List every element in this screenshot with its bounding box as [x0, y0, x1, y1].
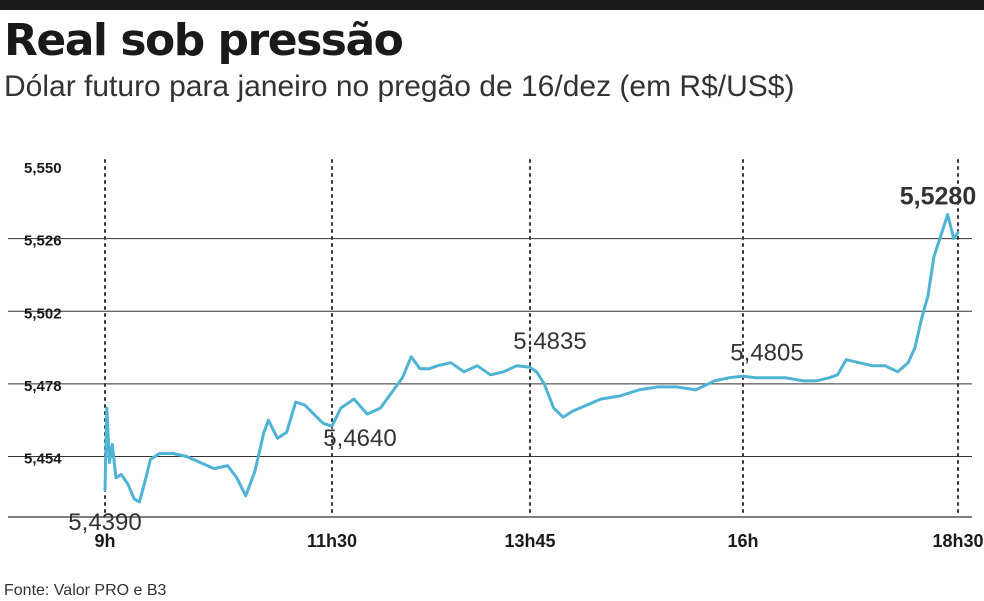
- y-tick-label: 5,550: [24, 160, 62, 177]
- line-chart: 5,550 5,526 5,502 5,478 5,454 9h 11h30 13h45 16…: [8, 159, 984, 551]
- x-tick-label: 11h30: [307, 531, 357, 551]
- x-tick-labels: 9h 11h30 13h45 16h 18h30: [94, 531, 983, 551]
- top-rule: [0, 0, 984, 10]
- data-label: 5,4640: [323, 425, 396, 452]
- y-tick-label: 5,502: [24, 305, 62, 322]
- y-tick-label: 5,526: [24, 233, 62, 250]
- x-tick-label: 16h: [727, 531, 758, 551]
- y-tick-label: 5,454: [24, 450, 62, 467]
- y-tick-label: 5,478: [24, 378, 62, 395]
- chart-subtitle: Dólar futuro para janeiro no pregão de 1…: [4, 70, 795, 103]
- grid-layer: [8, 238, 972, 518]
- series-layer: [103, 213, 960, 504]
- data-label: 5,4390: [68, 509, 141, 536]
- annotation-layer: 5,4390 5,4640 5,4835 5,4805 5,5280: [68, 183, 976, 536]
- x-tick-label: 18h30: [932, 531, 983, 551]
- x-tick-label: 9h: [94, 531, 115, 551]
- data-label: 5,4835: [513, 328, 586, 355]
- data-label: 5,4805: [730, 339, 803, 366]
- source-note: Fonte: Valor PRO e B3: [4, 582, 167, 599]
- series-line: [103, 213, 960, 504]
- data-label: 5,5280: [900, 183, 976, 211]
- chart-title: Real sob pressão: [4, 15, 404, 66]
- y-tick-labels: 5,550 5,526 5,502 5,478 5,454: [24, 160, 62, 467]
- x-tick-label: 13h45: [504, 531, 555, 551]
